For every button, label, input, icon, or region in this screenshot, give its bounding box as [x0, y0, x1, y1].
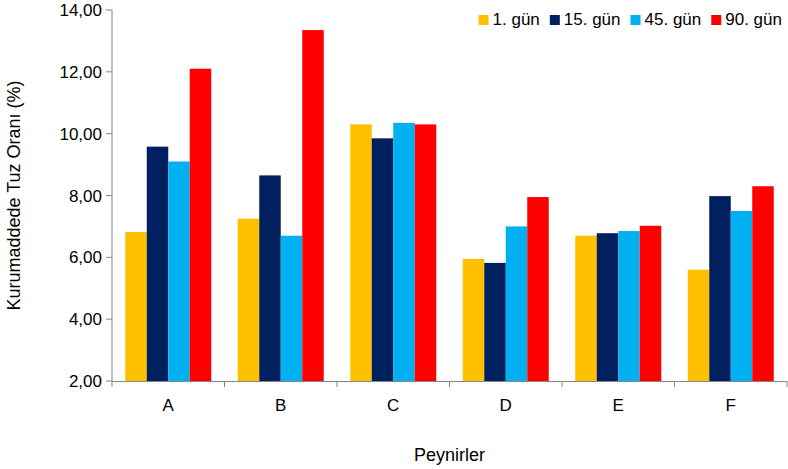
x-tick-label: F — [726, 396, 736, 415]
x-tick-label: A — [163, 396, 175, 415]
chart: 2,00 4,00 6,00 8,00 10,00 12,00 14,00 A B C D E F Pey… — [0, 0, 788, 469]
x-axis-title: Peynirler — [414, 445, 485, 465]
x-tick — [449, 381, 450, 387]
legend-swatch — [711, 15, 721, 25]
bar — [597, 233, 619, 381]
bar — [281, 236, 303, 381]
bar — [259, 175, 281, 381]
bar — [506, 226, 528, 381]
legend-swatch — [631, 15, 641, 25]
y-tick-label: 8,00 — [69, 187, 102, 206]
legend-label: 15. gün — [564, 10, 621, 29]
bar — [709, 196, 731, 381]
bar — [125, 232, 147, 381]
y-tick — [106, 71, 112, 72]
bar — [190, 69, 212, 381]
x-tick-label: E — [613, 396, 624, 415]
bar — [688, 270, 710, 381]
bar — [731, 211, 753, 381]
legend: 1. gün 15. gün 45. gün 90. gün — [479, 10, 782, 29]
y-tick — [106, 319, 112, 320]
legend-swatch — [550, 15, 560, 25]
x-tick-label: C — [387, 396, 399, 415]
legend-label: 90. gün — [725, 10, 782, 29]
x-tick — [224, 381, 225, 387]
y-tick-label: 14,00 — [59, 1, 102, 20]
bars — [125, 30, 774, 381]
y-tick-label: 10,00 — [59, 125, 102, 144]
bar — [484, 263, 506, 381]
x-tick-label: D — [500, 396, 512, 415]
bar — [527, 197, 549, 381]
x-tick — [674, 381, 675, 387]
bar — [147, 147, 169, 381]
bar — [618, 231, 640, 381]
y-tick-label: 4,00 — [69, 310, 102, 329]
bar — [463, 259, 485, 381]
bar — [372, 138, 394, 381]
x-tick — [112, 381, 113, 387]
x-tick — [787, 381, 788, 387]
y-tick — [106, 257, 112, 258]
bar — [575, 236, 597, 381]
y-tick-label: 2,00 — [69, 372, 102, 391]
bar — [168, 161, 190, 381]
x-tick — [562, 381, 563, 387]
y-axis-title: Kurumaddede Tuz Oranı (%) — [4, 80, 24, 310]
legend-label: 1. gün — [493, 10, 540, 29]
bar — [393, 123, 415, 381]
bar — [238, 219, 260, 381]
y-tick-label: 12,00 — [59, 63, 102, 82]
x-tick-label: B — [275, 396, 286, 415]
legend-label: 45. gün — [645, 10, 702, 29]
y-tick — [106, 195, 112, 196]
bar — [752, 186, 774, 381]
bar — [302, 30, 324, 381]
legend-swatch — [479, 15, 489, 25]
y-tick-label: 6,00 — [69, 248, 102, 267]
y-tick — [106, 133, 112, 134]
bar — [350, 124, 372, 381]
bar — [415, 124, 437, 381]
y-tick — [106, 10, 112, 11]
y-tick — [106, 381, 112, 382]
bar — [640, 226, 662, 381]
x-tick — [337, 381, 338, 387]
